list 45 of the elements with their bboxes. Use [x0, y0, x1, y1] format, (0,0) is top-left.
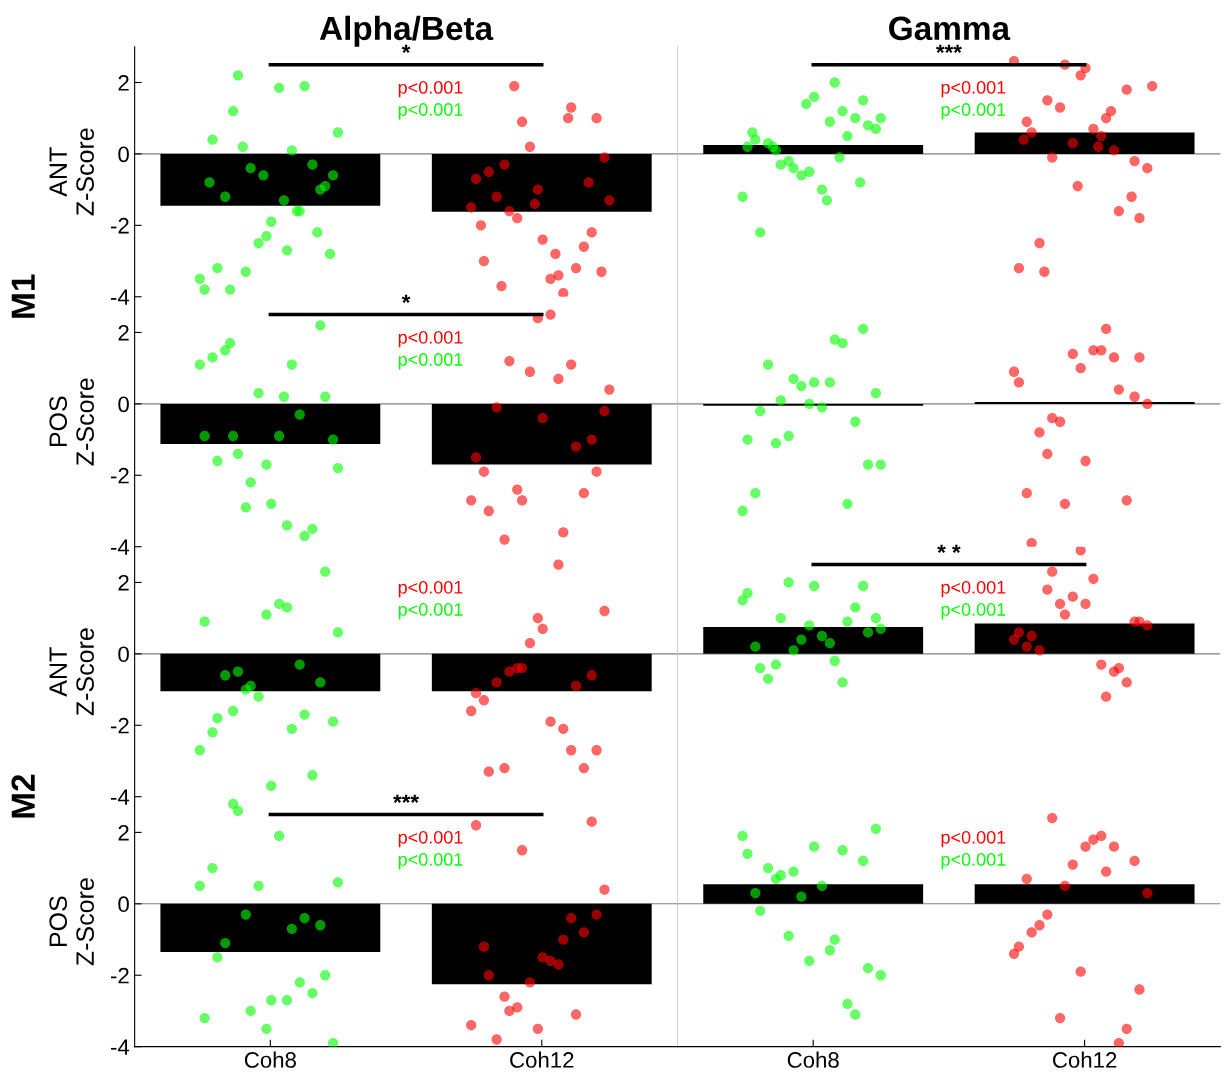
- y-axis-title: ANT Z-Score: [49, 628, 94, 716]
- y-tick-label: -4: [111, 789, 130, 805]
- x-tick-label: Coh8: [244, 1051, 296, 1068]
- y-tick-label: -4: [111, 289, 130, 305]
- annotation: p<0.001: [398, 830, 463, 848]
- y-tick-label: 0: [118, 146, 129, 163]
- y-tick-label: -2: [111, 717, 129, 734]
- y-tick-label: -2: [111, 467, 129, 484]
- annotation: p<0.001: [941, 580, 1006, 598]
- annotation: p<0.001: [398, 103, 463, 120]
- annotation: ***: [393, 794, 420, 803]
- y-tick-label: -2: [111, 967, 129, 984]
- x-tick-label: Coh8: [787, 1051, 839, 1068]
- annotation: p<0.001: [398, 330, 463, 348]
- annotation: ***: [936, 44, 962, 54]
- annotation: p<0.001: [398, 353, 463, 370]
- annotation: p<0.001: [941, 853, 1006, 870]
- annotation: p<0.001: [398, 80, 463, 98]
- y-tick-label: 0: [118, 646, 129, 663]
- annotation: p<0.001: [941, 603, 1006, 620]
- text: M1: [11, 274, 35, 318]
- y-axis-title: POS Z-Score: [49, 378, 94, 466]
- y-tick-label: 2: [118, 75, 129, 91]
- chart-title: Gamma: [889, 16, 1011, 41]
- y-tick-label: -4: [111, 1039, 130, 1055]
- y-tick-label: 0: [118, 396, 129, 413]
- annotation: p<0.001: [941, 103, 1006, 120]
- y-tick-label: -2: [111, 217, 129, 234]
- annotation: p<0.001: [398, 580, 463, 598]
- annotation: *: [401, 294, 411, 303]
- x-tick-label: Coh12: [1053, 1051, 1117, 1068]
- annotation: p<0.001: [398, 603, 463, 620]
- y-tick-label: 2: [118, 574, 129, 591]
- annotation: p<0.001: [941, 80, 1006, 98]
- y-tick-label: -4: [111, 539, 130, 555]
- text: M2: [11, 774, 35, 818]
- y-tick-label: 2: [118, 325, 129, 341]
- annotation: * *: [937, 544, 961, 553]
- annotation: p<0.001: [941, 830, 1006, 848]
- y-axis-title: ANT Z-Score: [49, 128, 94, 216]
- y-tick-label: 2: [118, 824, 129, 841]
- y-axis-title: POS Z-Score: [49, 878, 94, 966]
- y-tick-label: 0: [118, 896, 129, 913]
- annotation: p<0.001: [398, 853, 463, 870]
- x-tick-label: Coh12: [510, 1051, 574, 1068]
